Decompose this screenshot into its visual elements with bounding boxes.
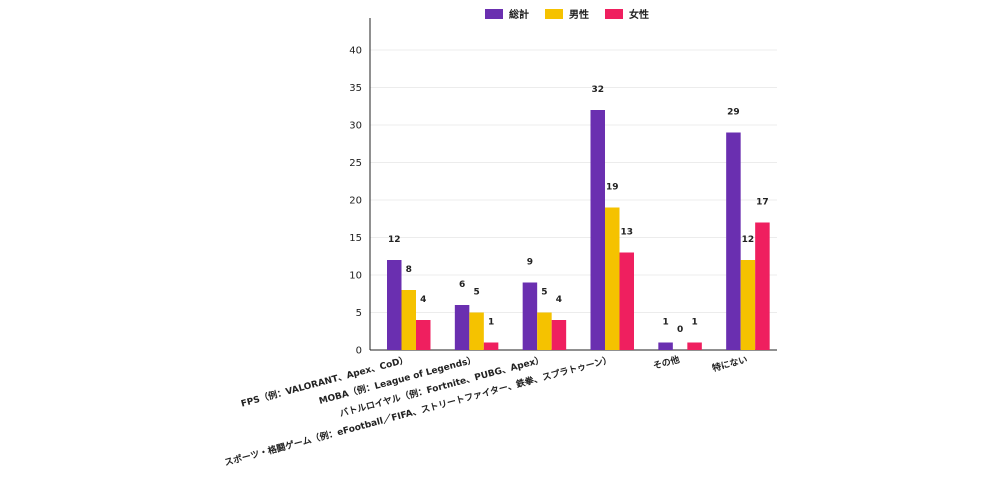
y-tick-label: 0 — [356, 346, 362, 357]
bar-total — [454, 305, 470, 350]
y-tick-label: 20 — [349, 196, 362, 207]
data-label: 1 — [662, 318, 668, 328]
data-label: 5 — [541, 288, 547, 298]
bar-male — [537, 312, 552, 350]
data-label: 12 — [742, 235, 755, 245]
bar-male — [401, 290, 416, 350]
bar-total — [590, 110, 605, 350]
y-tick-label: 5 — [356, 308, 362, 319]
legend-swatch — [485, 9, 503, 19]
y-tick-label: 30 — [349, 121, 362, 132]
data-label: 32 — [591, 85, 604, 95]
bar-male — [605, 207, 620, 350]
y-tick-label: 35 — [349, 83, 362, 94]
bar-total — [522, 282, 538, 350]
data-label: 1 — [488, 318, 494, 328]
bar-female — [687, 342, 702, 350]
legend-label: 女性 — [629, 8, 649, 21]
bar-female — [619, 252, 634, 350]
data-label: 17 — [756, 198, 769, 208]
data-label: 13 — [620, 228, 633, 238]
data-label: 4 — [420, 295, 426, 305]
legend-label: 総計 — [509, 8, 529, 21]
data-label: 5 — [473, 288, 479, 298]
bar-male — [469, 312, 484, 350]
legend-label: 男性 — [569, 8, 589, 21]
legend-swatch — [605, 9, 623, 19]
y-tick-label: 40 — [349, 46, 362, 57]
y-tick-label: 25 — [349, 158, 362, 169]
bar-total — [658, 342, 673, 350]
data-label: 6 — [459, 280, 465, 290]
data-label: 29 — [727, 108, 740, 118]
y-tick-label: 15 — [349, 233, 362, 244]
bar-female — [416, 320, 431, 350]
legend-swatch — [545, 9, 563, 19]
bar-female — [551, 320, 567, 350]
category-label: 特にない — [711, 353, 749, 374]
data-label: 9 — [527, 258, 533, 268]
bar-total — [726, 132, 741, 350]
data-label: 8 — [406, 265, 412, 275]
data-label: 1 — [691, 318, 697, 328]
y-tick-label: 10 — [349, 271, 362, 282]
data-label: 12 — [388, 235, 401, 245]
bar-total — [387, 260, 402, 350]
data-label: 0 — [677, 325, 683, 335]
data-label: 4 — [556, 295, 562, 305]
bar-male — [740, 260, 756, 350]
bar-female — [755, 222, 770, 350]
category-label: その他 — [652, 353, 681, 372]
data-label: 19 — [606, 183, 619, 193]
bar-female — [483, 342, 499, 350]
